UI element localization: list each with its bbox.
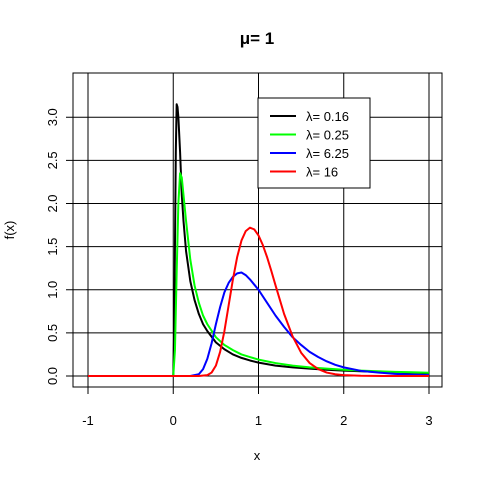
x-tick-label-4: 3	[425, 413, 432, 428]
x-tick-label-0: -1	[82, 413, 94, 428]
y-tick-label-4: 2.0	[45, 194, 60, 212]
y-axis: 0.0 0.5 1.0 1.5 2.0 2.5 3.0	[45, 108, 73, 385]
chart-title: μ= 1	[240, 29, 275, 48]
y-tick-label-2: 1.0	[45, 281, 60, 299]
y-axis-label: f(x)	[2, 221, 17, 240]
series-line-3	[88, 226, 429, 377]
x-tick-label-3: 2	[340, 413, 347, 428]
x-axis: -1 0 1 2 3	[82, 387, 433, 428]
y-tick-label-3: 1.5	[45, 238, 60, 256]
y-tick-label-1: 0.5	[45, 324, 60, 342]
plot-border	[72, 72, 443, 388]
legend-label-3: λ= 16	[306, 165, 338, 180]
y-tick-label-0: 0.0	[45, 367, 60, 385]
y-tick-label-5: 2.5	[45, 151, 60, 169]
y-tick-label-6: 3.0	[45, 108, 60, 126]
legend: λ= 0.16 λ= 0.25 λ= 6.25 λ= 16	[257, 97, 371, 189]
series-line-1	[88, 172, 430, 377]
series-line-2	[88, 271, 430, 377]
legend-box	[257, 97, 371, 189]
x-axis-label: x	[254, 448, 261, 463]
series-lines	[88, 103, 430, 377]
legend-label-1: λ= 0.25	[306, 128, 349, 143]
legend-label-0: λ= 0.16	[306, 109, 349, 124]
x-tick-label-1: 0	[170, 413, 177, 428]
legend-label-2: λ= 6.25	[306, 146, 349, 161]
x-tick-label-2: 1	[255, 413, 262, 428]
